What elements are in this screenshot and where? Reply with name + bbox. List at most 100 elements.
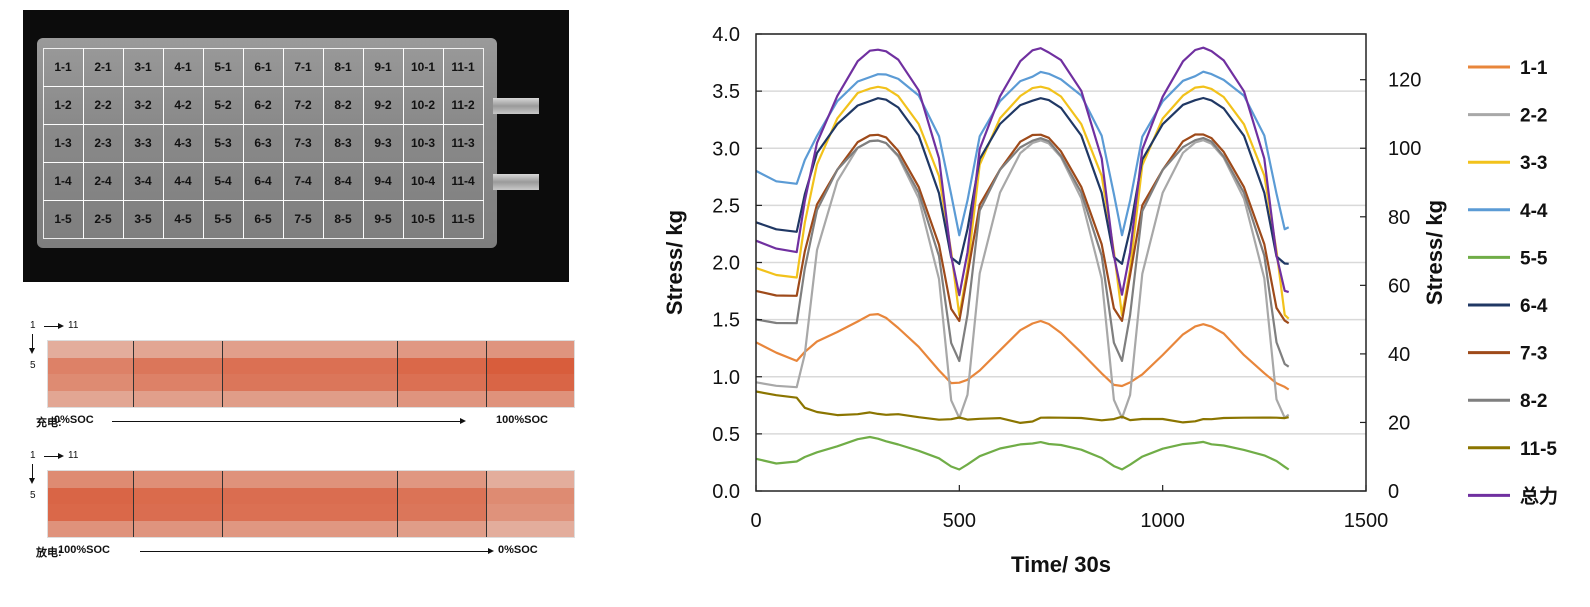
grid-cell-label: 2-5 [82, 199, 124, 239]
y2-tick-label: 20 [1388, 412, 1410, 434]
grid-cell-label: 7-3 [282, 123, 324, 163]
legend-label: 1-1 [1520, 58, 1548, 79]
heatmap-row [134, 341, 222, 358]
series-line-5-5 [755, 435, 1290, 471]
measurement-grid: 1-1 2-1 3-1 4-1 5-1 6-1 7-1 8-1 9-1 10-1 11-1 1-2 2-… [42, 47, 484, 239]
heatmap-row [222, 390, 398, 407]
y2-tick-label: 0 [1388, 481, 1399, 503]
legend-label: 6-4 [1520, 296, 1548, 317]
heatmap-row [48, 357, 134, 374]
grid-cell-label: 4-1 [162, 47, 204, 87]
pouch-cell [37, 38, 497, 248]
cell-photo: 1-1 2-1 3-1 4-1 5-1 6-1 7-1 8-1 9-1 10-1 11-1 1-2 2-… [23, 10, 569, 282]
series-line-4-4 [755, 70, 1290, 237]
grid-cell-label: 8-3 [322, 123, 364, 163]
grid-cell-label: 1-3 [42, 123, 84, 163]
heatmap-row [486, 390, 574, 407]
y-tick-label: 1.5 [712, 310, 740, 332]
heatmap-row [222, 374, 398, 391]
grid-cell-label: 4-4 [162, 161, 204, 201]
heatmap-row [398, 341, 486, 358]
y2-tick-label: 60 [1388, 275, 1410, 297]
heatmap-row [486, 520, 574, 537]
grid-cell-label: 2-3 [82, 123, 124, 163]
heatmap-frame [398, 341, 487, 407]
grid-cell-label: 11-4 [442, 161, 484, 201]
mode-label: 充电: [36, 417, 62, 429]
heatmap-row [486, 357, 574, 374]
col-arrow [44, 453, 64, 459]
heatmap-row [134, 390, 222, 407]
grid-cell-label: 8-1 [322, 47, 364, 87]
heatmap-frame [48, 471, 135, 537]
heatmap-row [48, 374, 134, 391]
heatmap-row [486, 471, 574, 488]
y2-tick-label: 80 [1388, 207, 1410, 229]
heatmap-row [134, 471, 222, 488]
legend-label: 3-3 [1520, 153, 1547, 174]
row-end-label: 5 [30, 490, 36, 501]
x-tick-label: 500 [943, 510, 976, 532]
grid-cell-label: 9-3 [362, 123, 404, 163]
y-tick-label: 2.0 [712, 253, 740, 275]
heatmap-strip [47, 340, 575, 408]
grid-cell-label: 11-3 [442, 123, 484, 163]
grid-cell-label: 3-1 [122, 47, 164, 87]
grid-cell-label: 5-4 [202, 161, 244, 201]
grid-cell-label: 8-2 [322, 85, 364, 125]
heatmap-row [222, 487, 398, 504]
grid-cell-label: 5-1 [202, 47, 244, 87]
heatmap-row [398, 504, 486, 521]
x-tick-label: 0 [750, 510, 761, 532]
grid-cell-label: 10-4 [402, 161, 444, 201]
grid-cell-label: 3-4 [122, 161, 164, 201]
grid-cell-label: 9-1 [362, 47, 404, 87]
grid-cell-label: 10-2 [402, 85, 444, 125]
mode-label: 放电: [36, 547, 62, 559]
y-tick-label: 0.0 [712, 481, 740, 503]
grid-cell-label: 2-1 [82, 47, 124, 87]
grid-cell-label: 3-5 [122, 199, 164, 239]
grid-cell-label: 8-4 [322, 161, 364, 201]
heatmap-frame [134, 341, 223, 407]
col-start-label: 1 [30, 450, 36, 461]
heatmap-row [398, 520, 486, 537]
legend-label: 11-5 [1520, 439, 1557, 460]
grid-cell-label: 4-5 [162, 199, 204, 239]
grid-cell-label: 10-5 [402, 199, 444, 239]
heatmap-frame [48, 341, 135, 407]
legend-label: 7-3 [1520, 344, 1547, 365]
grid-cell-label: 4-3 [162, 123, 204, 163]
y2-axis-label: Stress/ kg [1422, 200, 1447, 305]
row-arrow [29, 464, 35, 484]
y2-tick-label: 120 [1388, 70, 1421, 92]
heatmap-row [398, 487, 486, 504]
grid-cell-label: 8-5 [322, 199, 364, 239]
heatmap-frame [398, 471, 487, 537]
heatmap-row [398, 390, 486, 407]
grid-cell-label: 11-1 [442, 47, 484, 87]
col-end-label: 11 [68, 450, 79, 461]
grid-cell-label: 6-2 [242, 85, 284, 125]
y-axis-label: Stress/ kg [662, 210, 687, 315]
legend-label: 5-5 [1520, 248, 1548, 269]
heatmap-row [486, 504, 574, 521]
heatmap-row [48, 471, 134, 488]
series-line-3-3 [755, 85, 1290, 320]
grid-cell-label: 5-3 [202, 123, 244, 163]
grid-cell-label: 5-5 [202, 199, 244, 239]
grid-cell-label: 6-4 [242, 161, 284, 201]
col-start-label: 1 [30, 320, 36, 331]
heatmap-frame [134, 471, 223, 537]
heatmap-row [222, 520, 398, 537]
heatmap-row [48, 520, 134, 537]
grid-cell-label: 7-4 [282, 161, 324, 201]
start-soc-label: 100%SOC [58, 544, 110, 556]
grid-cell-label: 3-2 [122, 85, 164, 125]
grid-cell-label: 1-2 [42, 85, 84, 125]
heatmap-row [398, 357, 486, 374]
heatmap-row [222, 357, 398, 374]
heatmap-frame [222, 341, 399, 407]
end-soc-label: 0%SOC [498, 544, 538, 556]
y-tick-label: 0.5 [712, 424, 740, 446]
